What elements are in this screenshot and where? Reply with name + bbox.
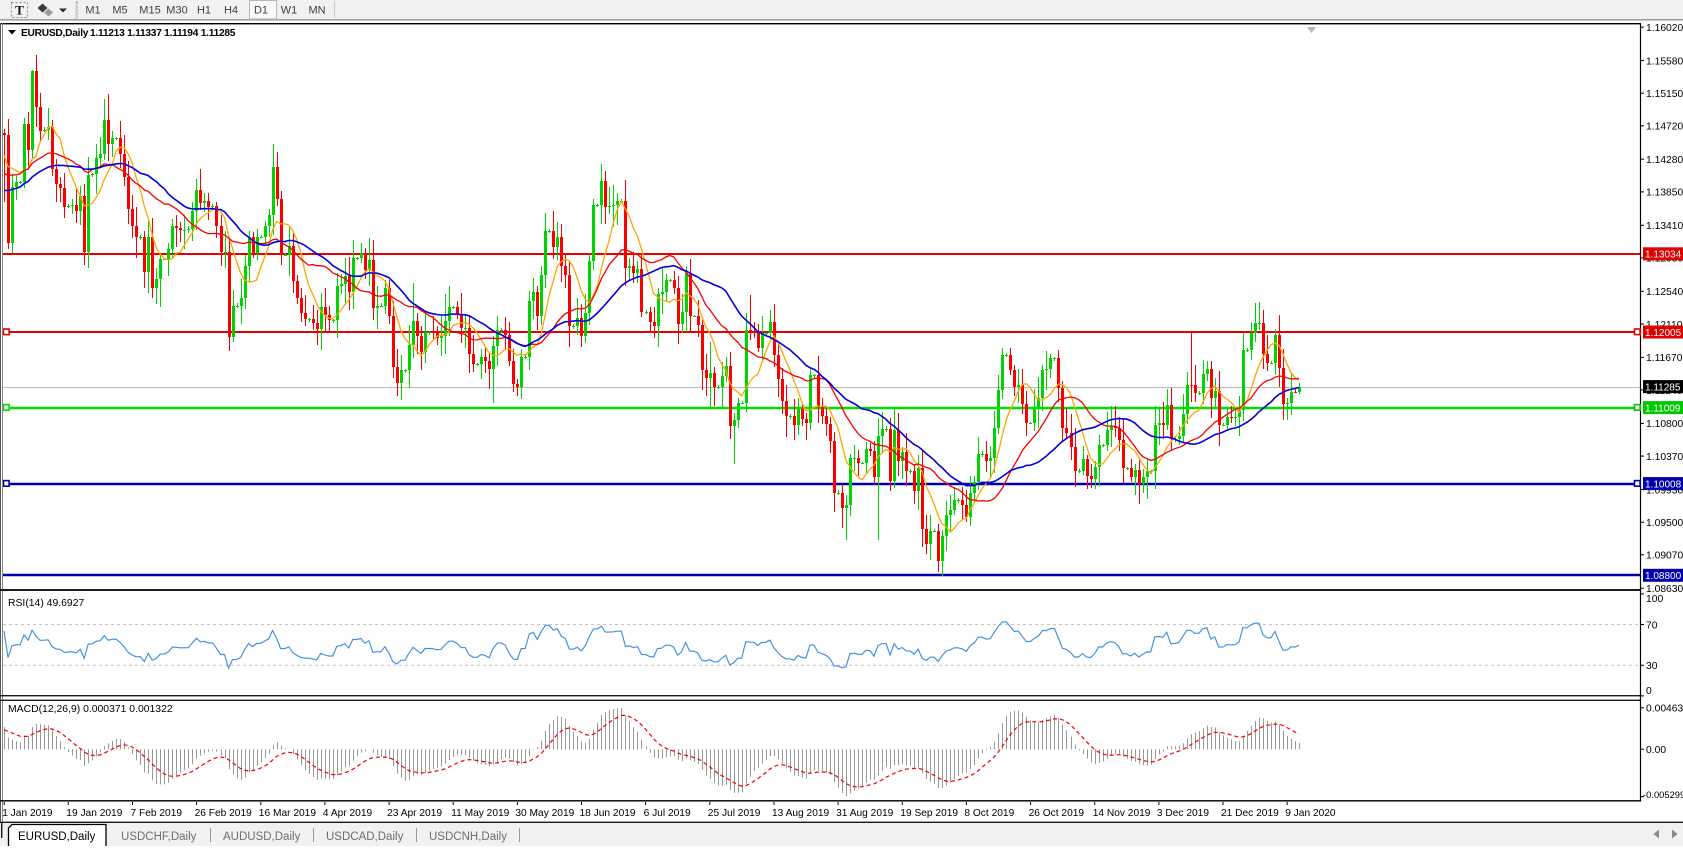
svg-text:9 Jan 2020: 9 Jan 2020 (1285, 808, 1336, 819)
svg-text:1.10370: 1.10370 (1646, 452, 1683, 463)
svg-text:1.12540: 1.12540 (1646, 287, 1683, 298)
svg-text:0.00463: 0.00463 (1646, 704, 1683, 715)
svg-text:31 Aug 2019: 31 Aug 2019 (836, 808, 894, 819)
svg-text:EURUSD,Daily: EURUSD,Daily (18, 831, 96, 843)
svg-text:1.16020: 1.16020 (1646, 23, 1683, 34)
svg-text:EURUSD,Daily: EURUSD,Daily (21, 28, 89, 39)
svg-text:1.10800: 1.10800 (1646, 419, 1683, 430)
svg-text:D1: D1 (254, 5, 268, 17)
svg-text:1 Jan 2019: 1 Jan 2019 (2, 808, 53, 819)
svg-text:1.09500: 1.09500 (1646, 518, 1683, 529)
svg-text:7 Feb 2019: 7 Feb 2019 (131, 808, 183, 819)
svg-text:23 Apr 2019: 23 Apr 2019 (387, 808, 442, 819)
svg-text:1.13034: 1.13034 (1645, 250, 1682, 261)
svg-text:M15: M15 (139, 5, 160, 17)
svg-text:14 Nov 2019: 14 Nov 2019 (1093, 808, 1151, 819)
svg-text:1.08800: 1.08800 (1645, 571, 1682, 582)
svg-text:W1: W1 (281, 5, 298, 17)
svg-text:1.11009: 1.11009 (1645, 403, 1681, 414)
svg-text:70: 70 (1646, 620, 1658, 631)
svg-text:AUDUSD,Daily: AUDUSD,Daily (223, 831, 301, 843)
svg-text:1.12110: 1.12110 (1646, 320, 1683, 331)
svg-text:13 Aug 2019: 13 Aug 2019 (772, 808, 830, 819)
svg-text:1.13850: 1.13850 (1646, 188, 1683, 199)
svg-text:26 Oct 2019: 26 Oct 2019 (1029, 808, 1085, 819)
svg-text:6 Jul 2019: 6 Jul 2019 (644, 808, 691, 819)
svg-text:1.14720: 1.14720 (1646, 122, 1683, 133)
svg-text:1.08630: 1.08630 (1646, 584, 1683, 595)
svg-text:1.09070: 1.09070 (1646, 551, 1683, 562)
svg-text:100: 100 (1646, 594, 1663, 605)
svg-text:M30: M30 (166, 5, 187, 17)
svg-text:30 May 2019: 30 May 2019 (515, 808, 574, 819)
svg-text:USDCAD,Daily: USDCAD,Daily (326, 831, 404, 843)
svg-text:1.11670: 1.11670 (1646, 353, 1683, 364)
svg-text:1.10008: 1.10008 (1645, 479, 1682, 490)
svg-text:RSI(14) 49.6927: RSI(14) 49.6927 (8, 598, 84, 609)
svg-text:4 Apr 2019: 4 Apr 2019 (323, 808, 373, 819)
svg-text:H4: H4 (224, 5, 238, 17)
svg-text:1.12005: 1.12005 (1645, 328, 1682, 339)
svg-text:11 May 2019: 11 May 2019 (451, 808, 509, 819)
svg-text:M5: M5 (112, 5, 127, 17)
svg-text:16 Mar 2019: 16 Mar 2019 (259, 808, 317, 819)
svg-text:18 Jun 2019: 18 Jun 2019 (580, 808, 636, 819)
svg-text:1.11213 1.11337 1.11194 1.1128: 1.11213 1.11337 1.11194 1.11285 (90, 28, 236, 39)
svg-text:MACD(12,26,9) 0.000371 0.00132: MACD(12,26,9) 0.000371 0.001322 (8, 704, 173, 715)
svg-text:H1: H1 (197, 5, 211, 17)
svg-text:8 Oct 2019: 8 Oct 2019 (964, 808, 1014, 819)
svg-text:25 Jul 2019: 25 Jul 2019 (708, 808, 761, 819)
svg-text:1.13410: 1.13410 (1646, 221, 1683, 232)
svg-text:0: 0 (1646, 686, 1652, 697)
svg-text:30: 30 (1646, 661, 1658, 672)
svg-text:-0.005299: -0.005299 (1643, 789, 1683, 800)
svg-text:1.09930: 1.09930 (1646, 485, 1683, 496)
svg-text:3 Dec 2019: 3 Dec 2019 (1157, 808, 1209, 819)
svg-text:MN: MN (308, 5, 325, 17)
svg-text:USDCNH,Daily: USDCNH,Daily (429, 831, 507, 843)
svg-text:1.14280: 1.14280 (1646, 155, 1683, 166)
svg-text:USDCHF,Daily: USDCHF,Daily (121, 831, 197, 843)
svg-text:19 Jan 2019: 19 Jan 2019 (66, 808, 122, 819)
svg-text:1.15580: 1.15580 (1646, 56, 1683, 67)
svg-text:26 Feb 2019: 26 Feb 2019 (195, 808, 253, 819)
svg-text:1.15150: 1.15150 (1646, 89, 1683, 100)
svg-text:0.00: 0.00 (1646, 745, 1666, 756)
svg-text:21 Dec 2019: 21 Dec 2019 (1221, 808, 1279, 819)
svg-text:M1: M1 (85, 5, 100, 17)
svg-text:1.11285: 1.11285 (1645, 382, 1681, 393)
svg-text:19 Sep 2019: 19 Sep 2019 (900, 808, 958, 819)
svg-text:T: T (15, 3, 24, 18)
